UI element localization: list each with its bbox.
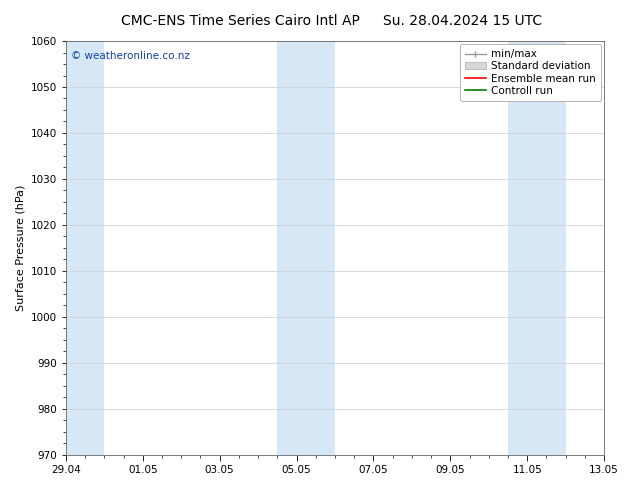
Bar (66, 41, 104, 455)
Bar (508, 41, 566, 455)
Text: © weatheronline.co.nz: © weatheronline.co.nz (71, 51, 190, 61)
Y-axis label: Surface Pressure (hPa): Surface Pressure (hPa) (15, 185, 25, 311)
Text: Su. 28.04.2024 15 UTC: Su. 28.04.2024 15 UTC (384, 14, 542, 28)
Text: CMC-ENS Time Series Cairo Intl AP: CMC-ENS Time Series Cairo Intl AP (122, 14, 360, 28)
Bar (277, 41, 335, 455)
Legend: min/max, Standard deviation, Ensemble mean run, Controll run: min/max, Standard deviation, Ensemble me… (460, 44, 601, 101)
